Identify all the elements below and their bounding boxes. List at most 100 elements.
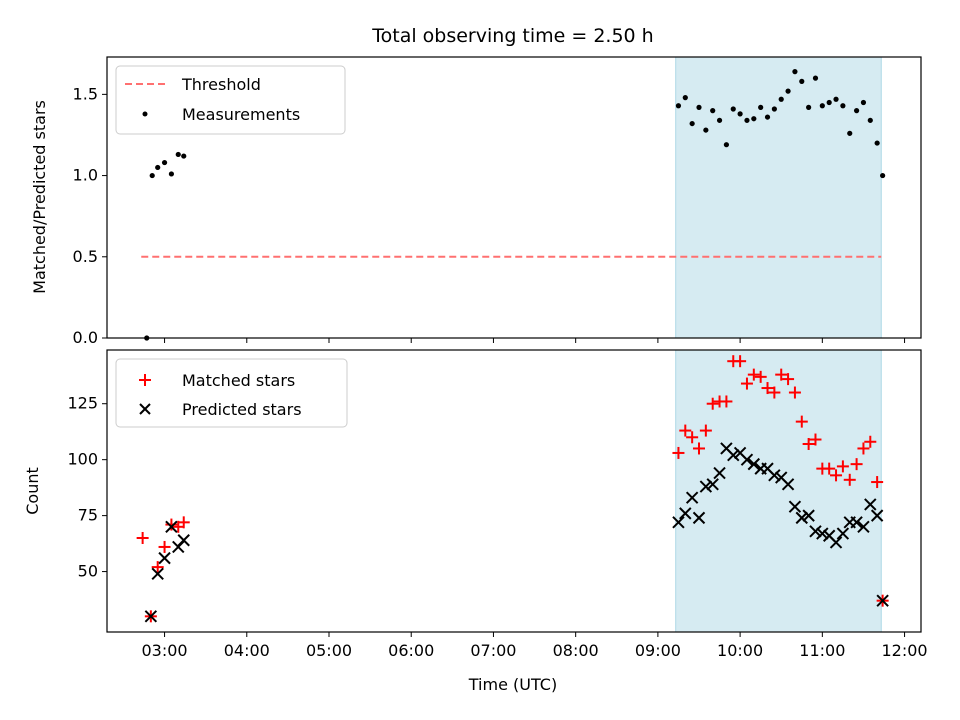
bottom-y-ticks: 50 75 100 125 (67, 394, 107, 581)
legend-threshold-label: Threshold (181, 75, 261, 94)
matched-star-point (795, 415, 808, 428)
measurement-point (867, 117, 873, 123)
y-tick-label: 1.5 (73, 84, 98, 103)
x-tick-label: 08:00 (553, 641, 599, 660)
measurement-point (710, 108, 716, 114)
predicted-star-point (692, 511, 706, 525)
bottom-y-axis-label: Count (23, 467, 42, 515)
measurement-point (751, 116, 757, 122)
measurement-point (792, 69, 798, 75)
measurement-point (155, 164, 161, 171)
x-tick-label: 07:00 (470, 641, 516, 660)
matched-star-point (823, 462, 836, 475)
matched-star-point (782, 373, 795, 386)
measurement-point (716, 117, 723, 123)
ratio-panel: 0.0 0.5 1.0 1.5 Matched/Predicted stars Thr… (30, 56, 922, 347)
predicted-star-point (876, 594, 889, 607)
legend-measurement-swatch (142, 111, 148, 117)
predicted-star-point (727, 448, 740, 462)
measurement-point (168, 171, 175, 177)
measurement-point (778, 96, 784, 102)
measurement-point (812, 75, 819, 81)
measurement-point (737, 111, 743, 117)
predicted-star-point (850, 516, 863, 529)
x-tick-label: 06:00 (388, 641, 434, 660)
bottom-axes-frame (106, 349, 922, 633)
predicted-star-point (788, 500, 802, 513)
predicted-star-point (816, 527, 829, 540)
measurement-point (703, 127, 709, 133)
bottom-legend-box (115, 358, 348, 428)
measurement-point (758, 104, 764, 110)
matched-star-point (136, 532, 149, 544)
matched-star-point (158, 540, 171, 553)
predicted-star-point (158, 551, 171, 565)
matched-star-point (871, 476, 884, 489)
measurement-point (730, 106, 736, 112)
predicted-star-point (165, 520, 178, 534)
measurement-point (181, 153, 187, 159)
y-tick-label: 0.5 (73, 247, 98, 266)
matched-star-point (836, 460, 849, 473)
matched-star-point (720, 395, 733, 408)
legend-matched-swatch (139, 374, 151, 386)
top-observing-span (675, 56, 882, 339)
y-tick-label: 100 (67, 450, 98, 469)
measurement-point (675, 103, 682, 109)
predicted-star-point (829, 536, 843, 549)
matched-star-point (788, 386, 801, 399)
top-x-ticks (164, 338, 906, 343)
matched-star-point (165, 518, 178, 531)
y-tick-label: 75 (78, 506, 98, 525)
x-axis-label: Time (UTC) (468, 675, 557, 694)
top-axes-frame (106, 56, 922, 339)
matched-star-point (864, 435, 877, 448)
measurement-point (799, 78, 805, 84)
matched-star-point (809, 433, 822, 446)
matched-star-point (761, 382, 774, 395)
measurement-point (161, 159, 168, 166)
matched-star-point (686, 431, 699, 444)
top-legend-box (115, 65, 346, 135)
matched-star-point (679, 424, 692, 437)
predicted-star-point (144, 610, 158, 623)
x-tick-label: 05:00 (306, 641, 352, 660)
measurement-point (175, 151, 181, 158)
predicted-star-point (870, 509, 884, 522)
matched-star-point (830, 469, 843, 482)
matched-star-point (693, 442, 705, 455)
bottom-legend: Matched stars Predicted stars (115, 358, 348, 428)
predicted-star-point (740, 453, 754, 466)
matched-star-point (672, 446, 685, 459)
measurement-point (723, 142, 730, 148)
predicted-star-point (768, 469, 781, 482)
measurement-point (689, 120, 695, 127)
top-y-axis-label: Matched/Predicted stars (30, 100, 49, 294)
predicted-star-point (706, 478, 719, 491)
star-count-points (136, 355, 889, 623)
legend-predicted-label: Predicted stars (182, 400, 302, 419)
matched-star-point (850, 458, 863, 471)
measurement-point (847, 130, 853, 136)
x-tick-label: 10:00 (717, 641, 763, 660)
predicted-star-point (685, 491, 699, 504)
measurement-point (764, 114, 771, 120)
measurement-point (785, 88, 791, 94)
measurement-point (682, 95, 688, 101)
predicted-star-point (802, 509, 815, 522)
measurement-point (806, 104, 812, 110)
predicted-star-point (747, 457, 761, 471)
predicted-star-point (672, 516, 685, 529)
matched-star-point (754, 370, 767, 383)
matched-star-point (699, 424, 712, 437)
predicted-star-point (857, 520, 870, 534)
matched-star-point (177, 516, 190, 529)
top-legend: Threshold Measurements (115, 65, 346, 135)
y-tick-label: 125 (67, 394, 98, 413)
predicted-star-point (836, 527, 850, 540)
x-tick-label: 04:00 (224, 641, 270, 660)
matched-star-point (843, 473, 856, 486)
predicted-star-point (679, 507, 692, 520)
predicted-star-point (809, 525, 822, 538)
